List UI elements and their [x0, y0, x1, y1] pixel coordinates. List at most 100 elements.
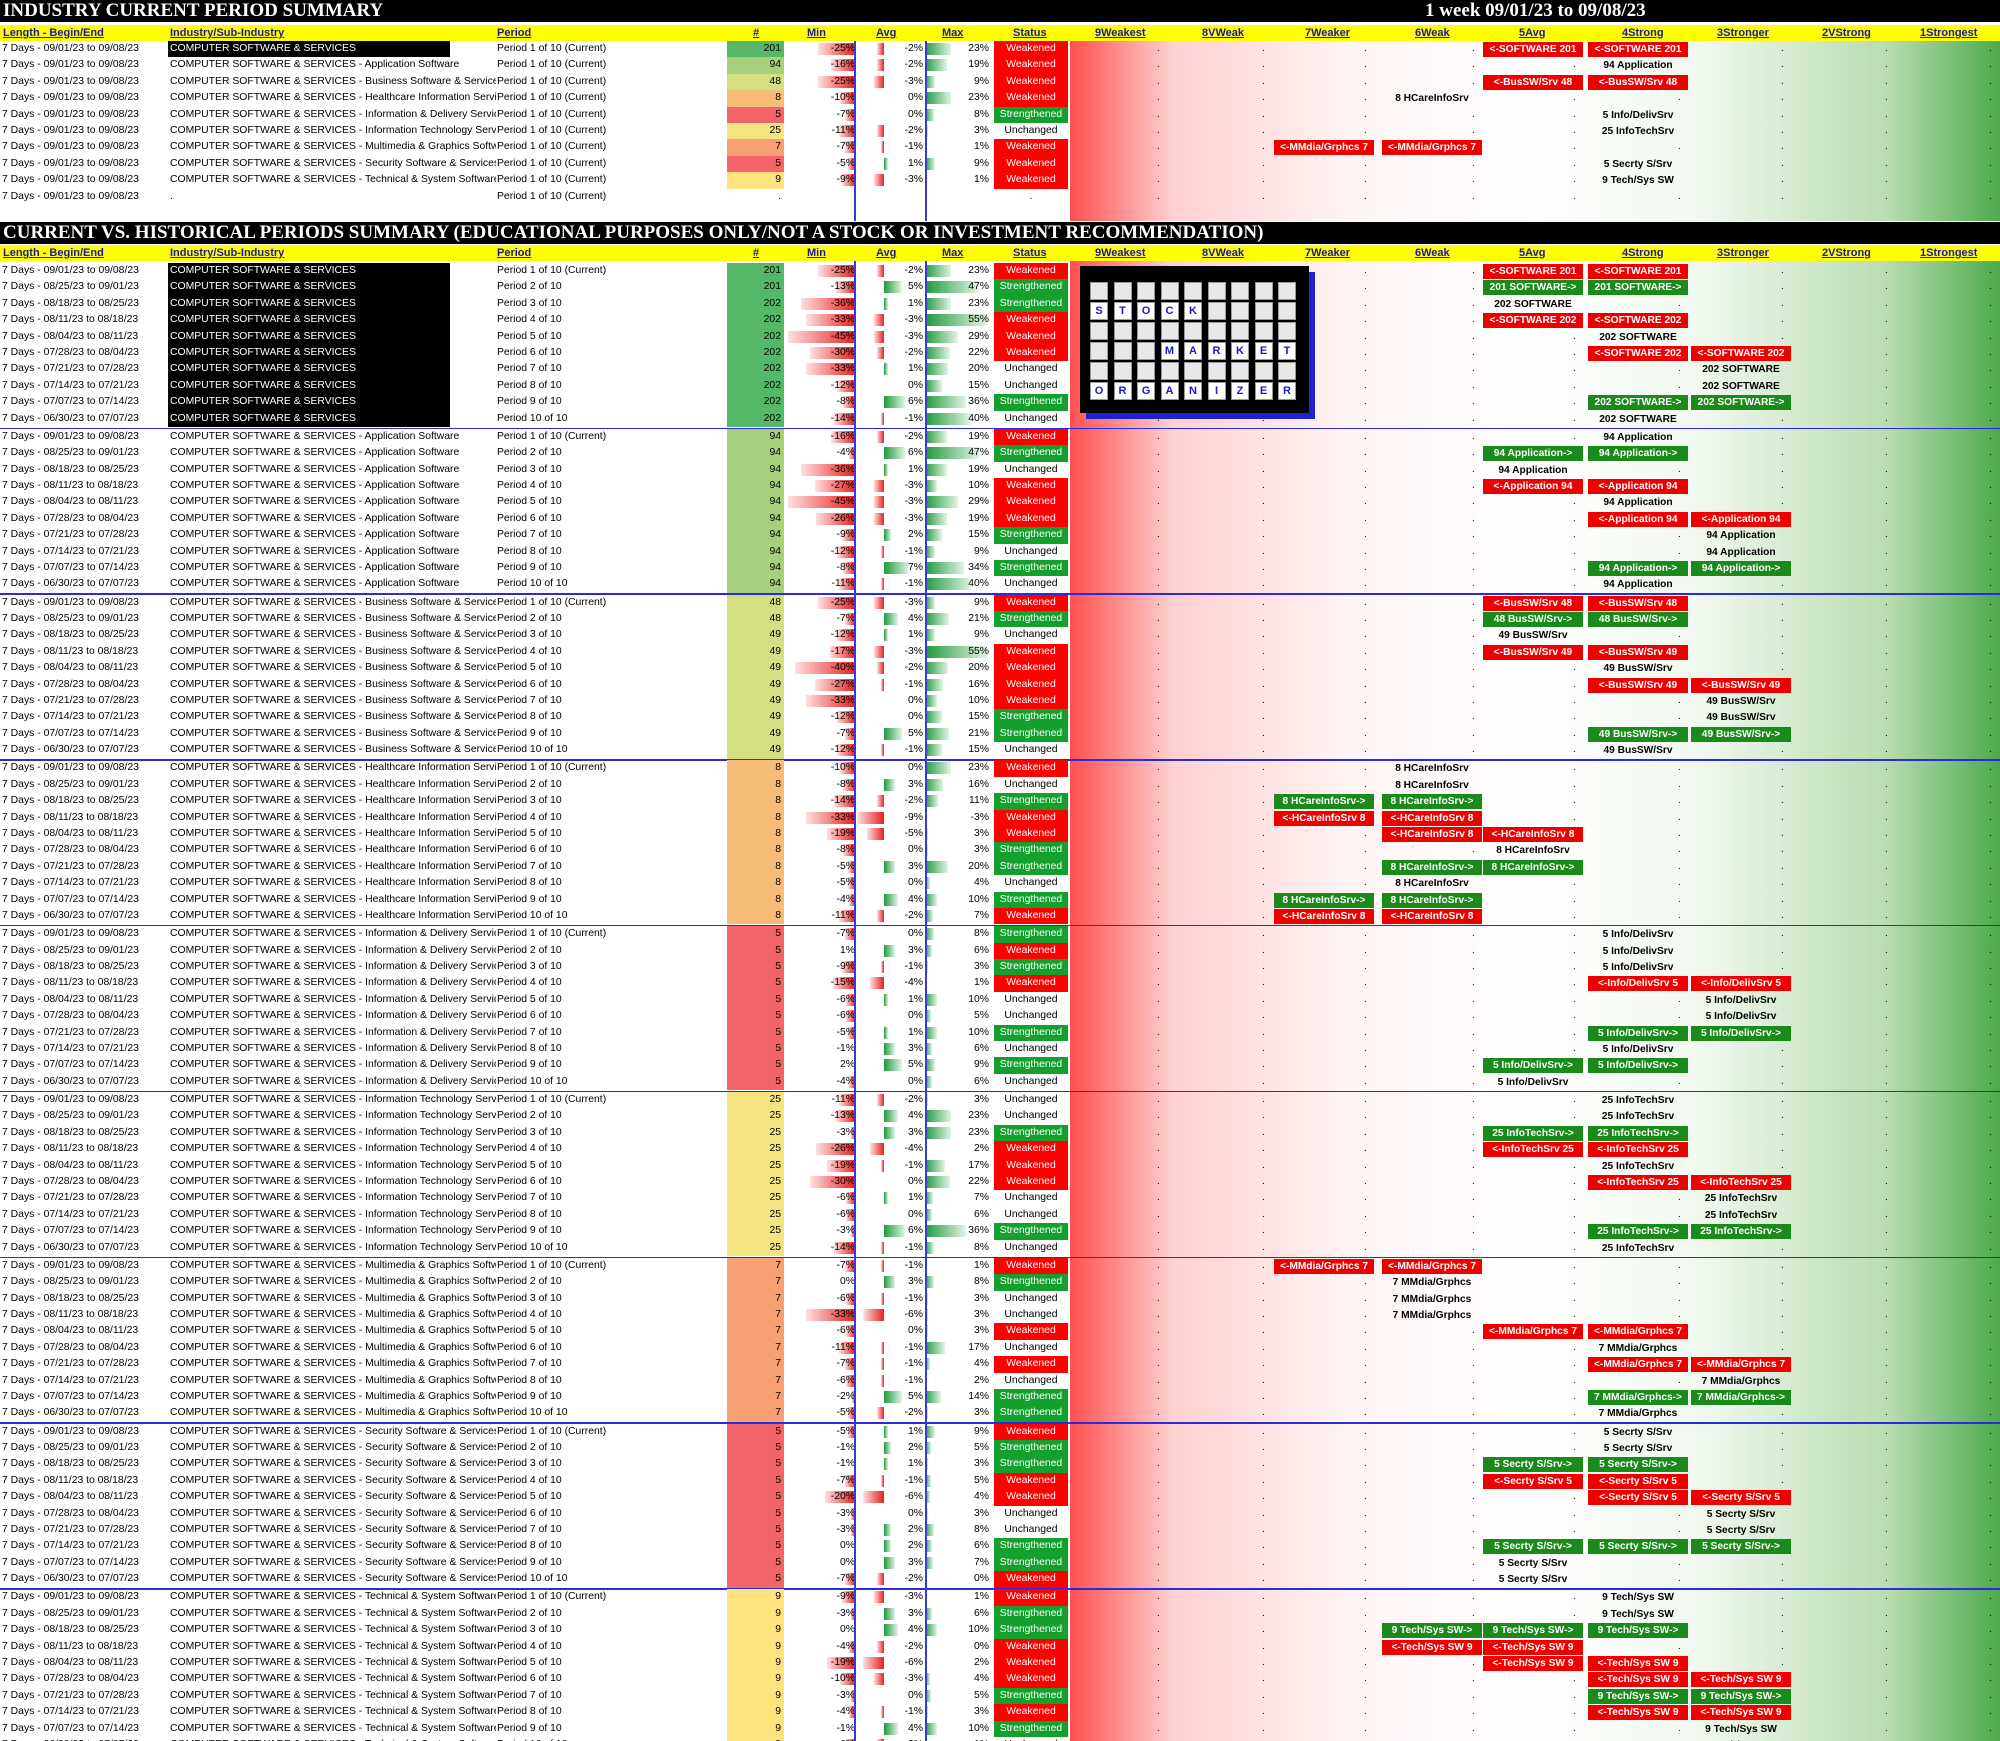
strength-tag[interactable]: 8 HCareInfoSrv	[1395, 878, 1469, 890]
strength-tag[interactable]: <-Application 94	[1588, 479, 1688, 494]
industry-cell[interactable]: COMPUTER SOFTWARE & SERVICES - Healthcar…	[170, 795, 496, 807]
industry-cell[interactable]: COMPUTER SOFTWARE & SERVICES - Informati…	[170, 108, 496, 120]
industry-cell[interactable]: COMPUTER SOFTWARE & SERVICES - Informati…	[170, 1208, 496, 1220]
industry-cell[interactable]: COMPUTER SOFTWARE & SERVICES - Healthcar…	[170, 893, 496, 905]
industry-cell[interactable]: COMPUTER SOFTWARE & SERVICES - Informati…	[170, 1075, 496, 1087]
hdr-5avg[interactable]: 5Avg	[1519, 27, 1546, 39]
industry-cell[interactable]: COMPUTER SOFTWARE & SERVICES - Informati…	[170, 993, 496, 1005]
strength-tag[interactable]: <-HCareInfoSrv 8	[1382, 909, 1482, 924]
strength-tag[interactable]: 25 InfoTechSrv	[1601, 1095, 1675, 1106]
strength-tag[interactable]: 7 MMdia/Grphcs->	[1691, 1390, 1791, 1405]
strength-tag[interactable]: 94 Application->	[1483, 446, 1583, 462]
industry-cell[interactable]: COMPUTER SOFTWARE & SERVICES - Informati…	[170, 1159, 496, 1171]
strength-tag[interactable]: 49 BusSW/Srv->	[1588, 726, 1688, 742]
strength-tag[interactable]: <-Tech/Sys SW 9	[1588, 1705, 1688, 1721]
industry-cell[interactable]: COMPUTER SOFTWARE & SERVICES - Informati…	[170, 1176, 496, 1187]
hdr-length[interactable]: Length - Begin/End	[3, 27, 104, 39]
hdr-9weakest[interactable]: 9Weakest	[1095, 247, 1146, 259]
strength-tag[interactable]: 5 Info/DelivSrv	[1705, 1011, 1777, 1023]
strength-tag[interactable]: 25 InfoTechSrv	[1704, 1193, 1778, 1205]
strength-tag[interactable]: <-MMdia/Grphcs 7	[1274, 1258, 1374, 1274]
industry-cell[interactable]: COMPUTER SOFTWARE & SERVICES - Security …	[170, 1474, 496, 1486]
industry-cell[interactable]: COMPUTER SOFTWARE & SERVICES - Business …	[170, 744, 496, 756]
strength-tag[interactable]: 9 Tech/Sys SW->	[1588, 1688, 1688, 1704]
industry-cell[interactable]: COMPUTER SOFTWARE & SERVICES - Informati…	[170, 1059, 496, 1071]
strength-tag[interactable]: <-InfoTechSrv 25	[1483, 1142, 1583, 1158]
strength-tag[interactable]: 49 BusSW/Srv->	[1691, 726, 1791, 742]
strength-tag[interactable]: <-Secrty S/Srv 5	[1588, 1490, 1688, 1506]
industry-cell[interactable]: COMPUTER SOFTWARE & SERVICES - Healthcar…	[170, 910, 496, 921]
industry-cell[interactable]: COMPUTER SOFTWARE & SERVICES - Informati…	[170, 1110, 496, 1122]
strength-tag[interactable]: <-Info/DelivSrv 5	[1588, 976, 1688, 992]
hdr-avg[interactable]: Avg	[876, 27, 897, 39]
strength-tag[interactable]: 49 BusSW/Srv	[1498, 630, 1568, 642]
strength-tag[interactable]: 202 SOFTWARE	[1702, 380, 1780, 392]
strength-tag[interactable]: 8 HCareInfoSrv	[1395, 93, 1469, 105]
strength-tag[interactable]: 7 MMdia/Grphcs	[1598, 1408, 1678, 1420]
strength-tag[interactable]: <-Info/DelivSrv 5	[1691, 976, 1791, 992]
industry-cell[interactable]: COMPUTER SOFTWARE & SERVICES - Informati…	[170, 1225, 496, 1237]
strength-tag[interactable]: 7 MMdia/Grphcs	[1701, 1375, 1781, 1387]
strength-tag[interactable]: <-Tech/Sys SW 9	[1691, 1672, 1791, 1688]
strength-tag[interactable]: 5 Info/DelivSrv	[1602, 109, 1674, 121]
industry-cell[interactable]: COMPUTER SOFTWARE & SERVICES	[168, 312, 450, 329]
industry-cell[interactable]: COMPUTER SOFTWARE & SERVICES - Informati…	[170, 125, 496, 136]
industry-cell[interactable]: COMPUTER SOFTWARE & SERVICES - Applicati…	[170, 480, 460, 491]
strength-tag[interactable]: 5 Info/DelivSrv->	[1691, 1025, 1791, 1041]
industry-cell[interactable]: COMPUTER SOFTWARE & SERVICES - Security …	[170, 1573, 496, 1585]
strength-tag[interactable]: 9 Tech/Sys SW	[1602, 1608, 1674, 1620]
industry-cell[interactable]: COMPUTER SOFTWARE & SERVICES - Healthcar…	[170, 828, 496, 839]
industry-cell[interactable]: COMPUTER SOFTWARE & SERVICES - Business …	[170, 662, 496, 674]
strength-tag[interactable]: 94 Application	[1706, 530, 1776, 542]
strength-tag[interactable]: 5 Info/DelivSrv->	[1588, 1025, 1688, 1041]
industry-cell[interactable]: COMPUTER SOFTWARE & SERVICES - Security …	[170, 1458, 496, 1470]
strength-tag[interactable]: 8 HCareInfoSrv	[1395, 779, 1469, 791]
strength-tag[interactable]: 5 Info/DelivSrv	[1602, 962, 1674, 973]
industry-cell[interactable]: COMPUTER SOFTWARE & SERVICES - Security …	[170, 1556, 496, 1568]
hdr-1strongest[interactable]: 1Strongest	[1920, 247, 1978, 259]
industry-cell[interactable]: COMPUTER SOFTWARE & SERVICES - Technical…	[170, 1640, 496, 1652]
strength-tag[interactable]: <-Application 94	[1483, 479, 1583, 494]
strength-tag[interactable]: 202 SOFTWARE	[1599, 331, 1677, 343]
industry-cell[interactable]: COMPUTER SOFTWARE & SERVICES - Security …	[170, 1442, 496, 1453]
strength-tag[interactable]: 201 SOFTWARE->	[1588, 280, 1688, 296]
industry-cell[interactable]: COMPUTER SOFTWARE & SERVICES - Healthcar…	[170, 877, 496, 889]
industry-cell[interactable]: COMPUTER SOFTWARE & SERVICES	[168, 361, 450, 378]
strength-tag[interactable]: 5 Secrty S/Srv->	[1483, 1539, 1583, 1555]
industry-cell[interactable]: COMPUTER SOFTWARE & SERVICES - Business …	[170, 629, 496, 641]
industry-cell[interactable]: COMPUTER SOFTWARE & SERVICES - Multimedi…	[170, 1325, 496, 1337]
hdr-industry[interactable]: Industry/Sub-Industry	[170, 247, 285, 259]
strength-tag[interactable]: 25 InfoTechSrv	[1704, 1209, 1778, 1221]
industry-cell[interactable]: COMPUTER SOFTWARE & SERVICES - Business …	[170, 596, 496, 608]
industry-cell[interactable]: COMPUTER SOFTWARE & SERVICES - Business …	[170, 711, 496, 723]
hdr-count[interactable]: #	[753, 27, 760, 39]
strength-tag[interactable]: 5 Secrty S/Srv	[1498, 1574, 1568, 1586]
industry-cell[interactable]: COMPUTER SOFTWARE & SERVICES - Informati…	[170, 944, 496, 956]
strength-tag[interactable]: 49 BusSW/Srv	[1603, 663, 1673, 675]
strength-tag[interactable]: 5 Secrty S/Srv	[1706, 1508, 1776, 1520]
industry-cell[interactable]: COMPUTER SOFTWARE & SERVICES - Security …	[170, 1507, 496, 1519]
strength-tag[interactable]: <-Tech/Sys SW 9	[1483, 1639, 1583, 1655]
strength-tag[interactable]: <-MMdia/Grphcs 7	[1588, 1357, 1688, 1373]
industry-cell[interactable]: COMPUTER SOFTWARE & SERVICES - Informati…	[170, 1094, 496, 1105]
strength-tag[interactable]: 5 Secrty S/Srv	[1603, 158, 1673, 170]
strength-tag[interactable]: 202 SOFTWARE	[1494, 298, 1572, 310]
industry-cell[interactable]: COMPUTER SOFTWARE & SERVICES - Multimedi…	[170, 1374, 496, 1386]
industry-cell[interactable]: COMPUTER SOFTWARE & SERVICES - Technical…	[168, 1737, 496, 1741]
industry-cell[interactable]: COMPUTER SOFTWARE & SERVICES - Applicati…	[170, 463, 460, 475]
strength-tag[interactable]: 5 Secrty S/Srv->	[1588, 1457, 1688, 1473]
strength-tag[interactable]: 25 InfoTechSrv	[1601, 126, 1675, 137]
hdr-1strongest[interactable]: 1Strongest	[1920, 27, 1978, 39]
strength-tag[interactable]: 8 HCareInfoSrv->	[1483, 859, 1583, 875]
strength-tag[interactable]: 9 Tech/Sys SW	[1705, 1723, 1777, 1735]
industry-cell[interactable]: COMPUTER SOFTWARE & SERVICES - Technical…	[170, 1689, 496, 1701]
strength-tag[interactable]: 5 Info/DelivSrv	[1497, 1076, 1569, 1088]
hdr-8vweak[interactable]: 8VWeak	[1202, 247, 1244, 259]
strength-tag[interactable]: <-BusSW/Srv 48	[1483, 595, 1583, 611]
strength-tag[interactable]: 25 InfoTechSrv->	[1691, 1224, 1791, 1240]
strength-tag[interactable]: 9 Tech/Sys SW	[1602, 1592, 1674, 1604]
industry-cell[interactable]: COMPUTER SOFTWARE & SERVICES - Business …	[170, 678, 496, 690]
industry-cell[interactable]: COMPUTER SOFTWARE & SERVICES - Security …	[170, 1425, 496, 1437]
industry-cell[interactable]: COMPUTER SOFTWARE & SERVICES - Business …	[170, 645, 496, 657]
strength-tag[interactable]: 5 Info/DelivSrv	[1602, 1044, 1674, 1055]
